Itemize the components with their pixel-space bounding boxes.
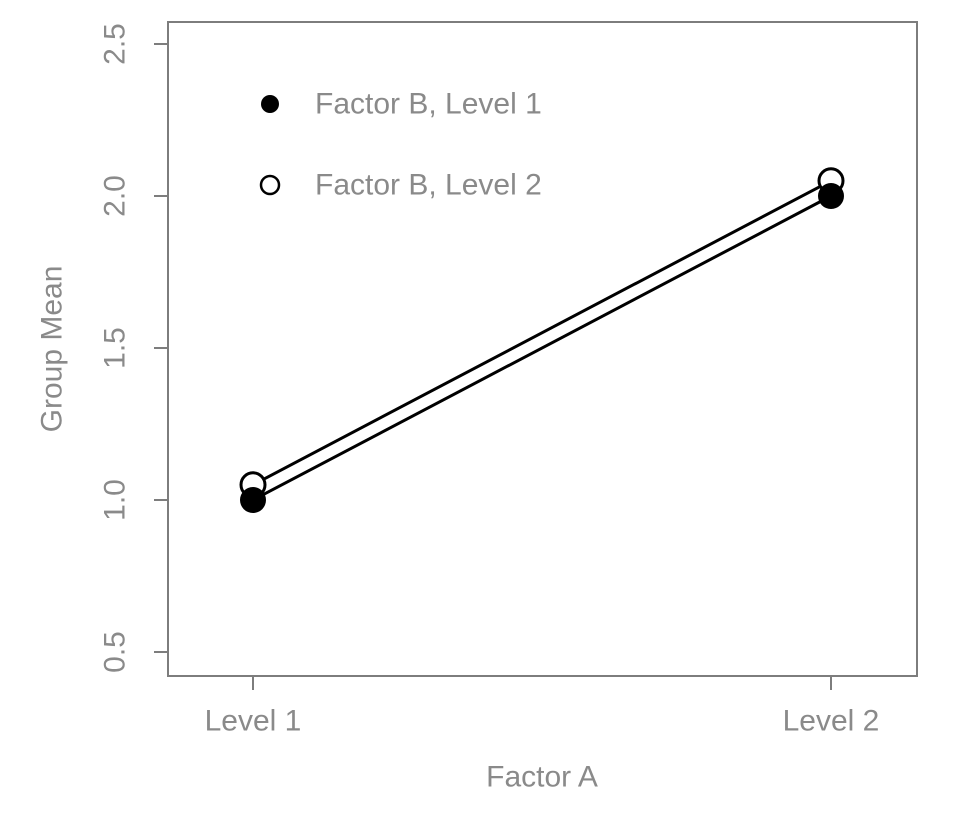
series-line (252, 194, 832, 502)
y-tick-label: 2.0 (99, 175, 132, 217)
legend-marker-filled-circle-icon (261, 95, 279, 113)
x-axis-title: Factor A (486, 761, 598, 794)
x-tick-label: Level 2 (783, 705, 880, 738)
y-tick-label: 2.5 (99, 23, 132, 65)
data-point (818, 183, 844, 209)
legend-label: Factor B, Level 2 (315, 169, 542, 202)
y-tick-label: 1.0 (99, 479, 132, 521)
legend-label: Factor B, Level 1 (315, 88, 542, 121)
y-tick-label: 0.5 (99, 631, 132, 673)
legend-marker-open-circle-icon (259, 174, 281, 196)
series-line (252, 179, 832, 487)
data-layer (239, 167, 845, 513)
y-tick-label: 1.5 (99, 327, 132, 369)
legend: Factor B, Level 1 Factor B, Level 2 (259, 88, 542, 202)
data-point (240, 487, 266, 513)
axes-layer: 0.5 1.0 1.5 2.0 2.5 Level 1 Level 2 (99, 21, 918, 738)
y-axis-title: Group Mean (36, 266, 69, 433)
x-tick-label: Level 1 (205, 705, 302, 738)
